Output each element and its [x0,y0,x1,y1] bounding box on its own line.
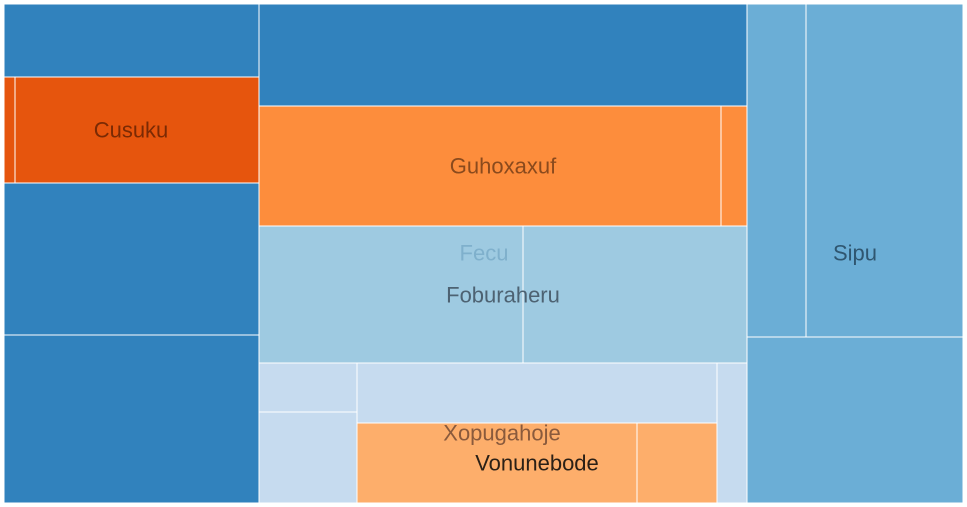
treemap-tile-b3 [3,334,260,504]
treemap-label-xopugahoje: Xopugahoje [443,421,560,446]
treemap-tile-b4 [258,3,748,107]
treemap-label-cusuku: Cusuku [94,118,169,143]
treemap-tile-lo2 [636,422,718,504]
treemap-tile-o4 [720,105,748,227]
treemap-tile-lo1 [356,422,638,504]
treemap-tile-mb3 [746,336,964,504]
treemap-label-vonunebode: Vonunebode [475,451,599,476]
treemap-label-sipu: Sipu [833,241,877,266]
treemap-tile-pb1 [258,362,358,413]
treemap-tile-o2 [14,76,260,184]
treemap-label-foburaheru: Foburaheru [446,283,560,308]
treemap-tile-lb2 [522,225,748,364]
treemap-label-guhoxaxuf: Guhoxaxuf [450,154,557,179]
treemap-tile-b1 [3,3,260,78]
treemap-tile-pb2 [258,411,358,504]
treemap-tile-pb4 [716,362,748,504]
treemap-tile-mb1 [746,3,807,338]
treemap-tile-b2 [3,182,260,336]
treemap-label-fecu: Fecu [460,241,509,266]
treemap-tile-pb3 [356,362,718,424]
treemap-tile-mb2 [805,3,964,338]
treemap-tile-lb1 [258,225,524,364]
treemap-tile-o1 [3,76,16,184]
treemap-tile-o3 [258,105,722,227]
